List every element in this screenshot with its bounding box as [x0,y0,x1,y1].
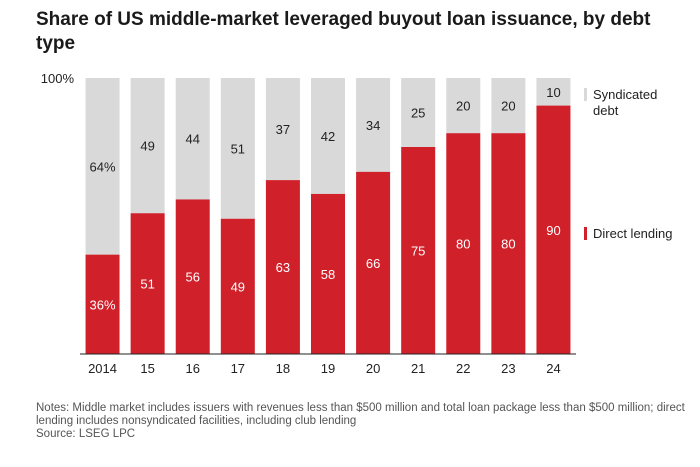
bar-direct-22 [446,133,481,354]
bar-syndicated-21 [401,78,436,147]
label-direct-21: 75 [411,244,425,259]
bar-direct-15 [130,213,165,354]
label-syndicated-17: 51 [231,141,245,156]
x-tick-label-20: 20 [366,361,380,376]
y-axis-top-label: 100% [41,71,75,86]
label-direct-22: 80 [456,237,470,252]
bar-direct-21 [401,147,436,354]
chart-title: Share of US middle-market leveraged buyo… [36,9,651,54]
label-syndicated-15: 49 [140,139,154,154]
notes-text: Notes: Middle market includes issuers wi… [36,402,685,427]
x-tick-label-15: 15 [140,361,154,376]
bar-syndicated-24 [536,78,571,106]
bars-group: 64% 36% 49 51 44 56 51 49 37 63 42 58 34 66 25 75 20 80 20… [85,78,571,354]
bar-syndicated-20 [356,78,391,172]
label-direct-17: 49 [231,279,245,294]
bar-syndicated-15 [130,78,165,214]
label-direct-16: 56 [185,270,199,285]
x-tick-label-16: 16 [185,361,199,376]
legend-label-syndicated: debt [593,103,619,118]
bar-syndicated-22 [446,78,481,134]
legend-label-direct: Direct lending [593,226,673,241]
label-direct-20: 66 [366,256,380,271]
chart-notes: Notes: Middle market includes issuers wi… [36,402,696,441]
label-syndicated-23: 20 [501,99,515,114]
label-direct-23: 80 [501,237,515,252]
label-direct-18: 63 [276,260,290,275]
legend-label-syndicated: Syndicated [593,87,657,102]
bar-direct-18 [265,180,300,354]
x-tick-label-18: 18 [276,361,290,376]
bar-syndicated-18 [265,78,300,181]
x-tick-label-2014: 2014 [88,361,117,376]
x-axis-labels: 2014 15 16 17 18 19 20 21 22 23 24 [88,361,561,376]
bar-syndicated-16 [175,78,210,200]
source-text: Source: LSEG LPC [36,428,136,440]
bar-direct-23 [491,133,526,354]
label-syndicated-24: 10 [546,85,560,100]
bar-syndicated-23 [491,78,526,134]
label-syndicated-19: 42 [321,129,335,144]
stacked-bar-chart: 100% 64% 36% 49 51 44 56 51 49 37 63 42 58 34 66 25 75 2… [41,71,673,376]
x-tick-label-17: 17 [231,361,245,376]
label-direct-24: 90 [546,223,560,238]
bar-direct-19 [311,193,345,354]
label-syndicated-2014: 64% [90,159,116,174]
legend-swatch-syndicated [584,88,587,101]
bar-direct-16 [175,199,210,354]
bar-direct-20 [356,171,391,354]
bar-direct-17 [220,218,255,354]
label-direct-15: 51 [140,277,154,292]
bar-direct-24 [536,105,571,354]
label-syndicated-21: 25 [411,106,425,121]
label-syndicated-20: 34 [366,118,380,133]
label-direct-2014: 36% [90,297,116,312]
label-syndicated-22: 20 [456,99,470,114]
label-syndicated-18: 37 [276,122,290,137]
label-syndicated-16: 44 [185,132,199,147]
legend-swatch-direct [584,227,587,240]
bar-syndicated-2014 [85,78,120,255]
bar-syndicated-17 [220,78,255,219]
x-tick-label-24: 24 [546,361,560,376]
x-tick-label-21: 21 [411,361,425,376]
bar-syndicated-19 [311,78,345,194]
x-tick-label-23: 23 [501,361,515,376]
label-direct-19: 58 [321,267,335,282]
x-tick-label-19: 19 [321,361,335,376]
x-tick-label-22: 22 [456,361,470,376]
bar-direct-2014 [85,254,120,354]
